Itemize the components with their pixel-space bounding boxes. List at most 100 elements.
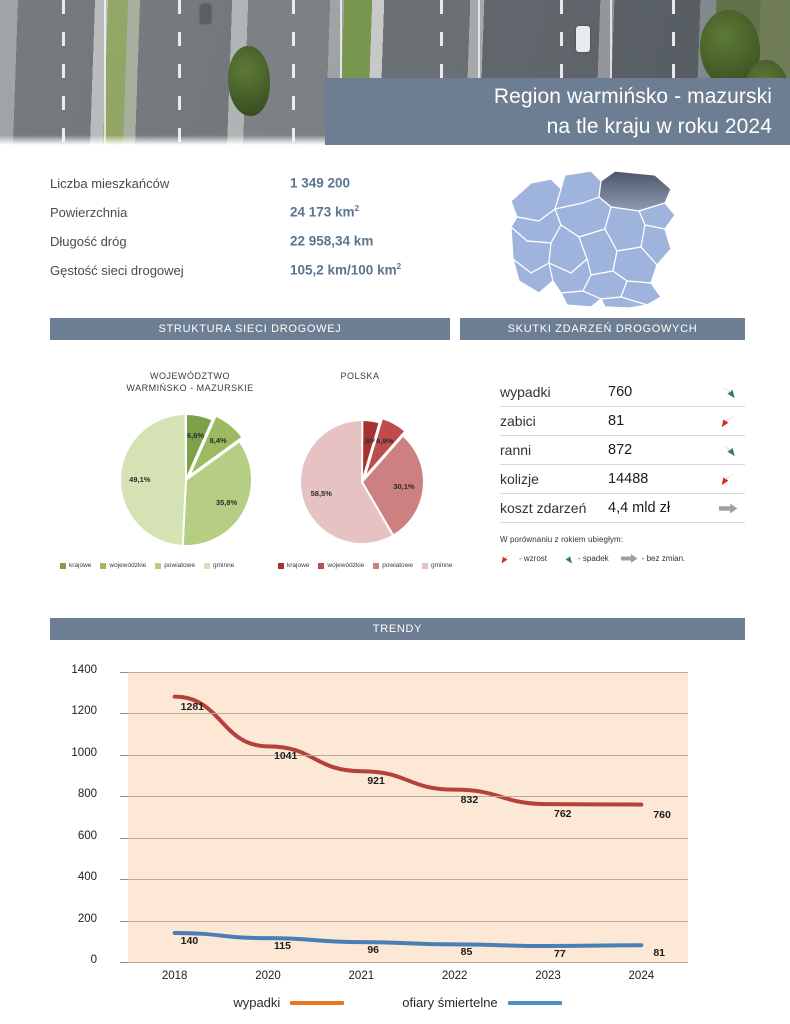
arrow-up-icon <box>721 472 735 485</box>
pie-chart-1-title: WOJEWÓDZTWO WARMIŃSKO - MAZURSKIE <box>105 370 275 394</box>
legend-item-gminne: gminne <box>203 562 235 569</box>
region-lubelskie <box>620 280 662 306</box>
trend-legend: wypadki ofiary śmiertelne <box>50 995 745 1010</box>
data-point-label: 85 <box>460 946 473 959</box>
trend-legend-label: wypadki <box>233 995 281 1010</box>
arrow-down-icon <box>560 553 572 564</box>
trend-arrow-legend: - wzrost - spadek - bez zmian. <box>500 552 745 565</box>
legend-label: powiatowe <box>382 562 413 569</box>
effect-value: 4,4 mld zł <box>608 500 671 516</box>
stat-row: Liczba mieszkańców 1 349 200 <box>50 175 470 204</box>
legend-label: powiatowe <box>164 562 195 569</box>
lane-marking <box>292 0 295 145</box>
legend-label: gminne <box>212 562 235 569</box>
y-axis-tick-label: 0 <box>90 954 97 966</box>
pie-slice-label: 6,6% <box>187 431 204 440</box>
effect-trend-arrow <box>711 385 745 400</box>
pie-slice-label: 49,1% <box>129 475 151 484</box>
legend-wzrost-label: - wzrost <box>519 554 547 563</box>
x-axis-tick-label: 2022 <box>441 970 468 982</box>
pie-legend-warminsko-mazurskie: krajowe wojewódzkie powiatowe gminne <box>60 562 234 569</box>
legend-swatch <box>318 562 325 569</box>
effect-label: koszt zdarzeń <box>500 500 587 516</box>
trend-line-chart: 0 200 400 600 800 1000 1200 1400 2018 2020 2021 20… <box>50 650 745 1024</box>
effect-value: 760 <box>608 384 633 400</box>
lane-marking <box>62 0 65 145</box>
effect-trend-arrow <box>711 502 745 514</box>
stat-label: Powierzchnia <box>50 204 128 220</box>
pie-chart-2-title: POLSKA <box>340 371 380 381</box>
comparison-note: W porównaniu z rokiem ubiegłym: <box>500 535 624 544</box>
trend-legend-label: ofiary śmiertelne <box>402 995 498 1010</box>
y-axis-tick-mark <box>120 713 128 715</box>
effect-trend-arrow <box>711 472 745 487</box>
stat-value: 22 958,34 km <box>290 233 374 249</box>
gridline <box>128 796 688 798</box>
legend-label: krajowe <box>69 562 92 569</box>
gridline <box>128 879 688 881</box>
pie-slice-gminne <box>299 419 395 545</box>
effect-value: 14488 <box>608 471 649 487</box>
data-point-label: 1281 <box>180 700 205 713</box>
pie-slice-powiatowe <box>181 439 253 547</box>
pie-slice-wojewódzkie <box>363 416 407 479</box>
pie-title-line-2: WARMIŃSKO - MAZURSKIE <box>126 383 254 393</box>
y-axis-tick-mark <box>120 672 128 673</box>
stat-label: Długość dróg <box>50 233 127 249</box>
stat-row: Długość dróg 22 958,34 km <box>50 233 470 262</box>
legend-swatch <box>373 562 380 569</box>
stat-row: Gęstość sieci drogowej 105,2 km/100 km2 <box>50 262 470 291</box>
hero-photo-banner <box>0 0 790 145</box>
data-point-label: 81 <box>653 947 666 960</box>
lane-edge-line <box>104 0 106 145</box>
legend-item-powiatowe: powiatowe <box>155 562 195 569</box>
lane-edge-line <box>610 0 612 145</box>
legend-swatch <box>421 562 428 569</box>
pie-slice-label: 6,9% <box>376 437 393 446</box>
effect-trend-arrow <box>711 443 745 458</box>
legend-label: wojewódzkie <box>109 562 147 569</box>
data-point-label: 96 <box>367 944 380 957</box>
y-axis-tick-label: 1200 <box>71 705 97 718</box>
y-axis-tick-label: 1000 <box>71 746 97 759</box>
effect-label: zabici <box>500 413 536 429</box>
gridline <box>128 920 688 922</box>
pie-slice-label: 30,1% <box>393 482 415 491</box>
x-axis-tick-label: 2018 <box>161 970 188 982</box>
data-point-label: 115 <box>274 940 291 953</box>
trend-legend-swatch <box>507 1000 562 1005</box>
tree <box>228 46 270 116</box>
gridline <box>128 672 688 673</box>
pie-slice-label: 58,5% <box>311 489 333 498</box>
effect-row-kolizje: kolizje 14488 <box>500 465 745 494</box>
stat-value: 24 173 km2 <box>290 204 360 220</box>
legend-item-krajowe: krajowe <box>60 562 91 569</box>
lane-marking <box>440 0 443 145</box>
legend-bez-zmian-label: - bez zmian. <box>641 554 686 563</box>
trend-legend-swatch <box>290 1000 345 1005</box>
y-axis-tick-mark <box>120 879 128 881</box>
effect-label: wypadki <box>500 384 551 400</box>
arrow-up-icon <box>501 553 513 564</box>
car <box>200 4 211 24</box>
legend-item-powiatowe: powiatowe <box>373 562 413 569</box>
stat-row: Powierzchnia 24 173 km2 <box>50 204 470 233</box>
section-header-struktura: STRUKTURA SIECI DROGOWEJ <box>50 318 450 340</box>
y-axis-tick-mark <box>120 962 128 963</box>
lane-marking <box>178 0 181 145</box>
legend-label: krajowe <box>287 562 310 569</box>
page-title-line-2: na tle kraju w roku 2024 <box>546 114 772 138</box>
pie-slice-gminne <box>119 412 188 547</box>
page-title-line-1: Region warmińsko - mazurski <box>493 84 772 108</box>
region-slaskie <box>560 290 603 308</box>
effect-row-wypadki: wypadki 760 <box>500 378 745 407</box>
arrow-down-icon <box>720 385 735 398</box>
pie-slice-label: 35,8% <box>216 498 238 507</box>
arrow-up-icon <box>721 414 735 427</box>
legend-label: wojewódzkie <box>327 562 365 569</box>
road-network-pies: WOJEWÓDZTWO WARMIŃSKO - MAZURSKIE POLSKA… <box>50 368 460 583</box>
data-point-label: 762 <box>554 808 572 821</box>
legend-swatch <box>203 562 210 569</box>
legend-item-gminne: gminne <box>421 562 452 569</box>
y-axis-tick-label: 400 <box>77 871 97 884</box>
